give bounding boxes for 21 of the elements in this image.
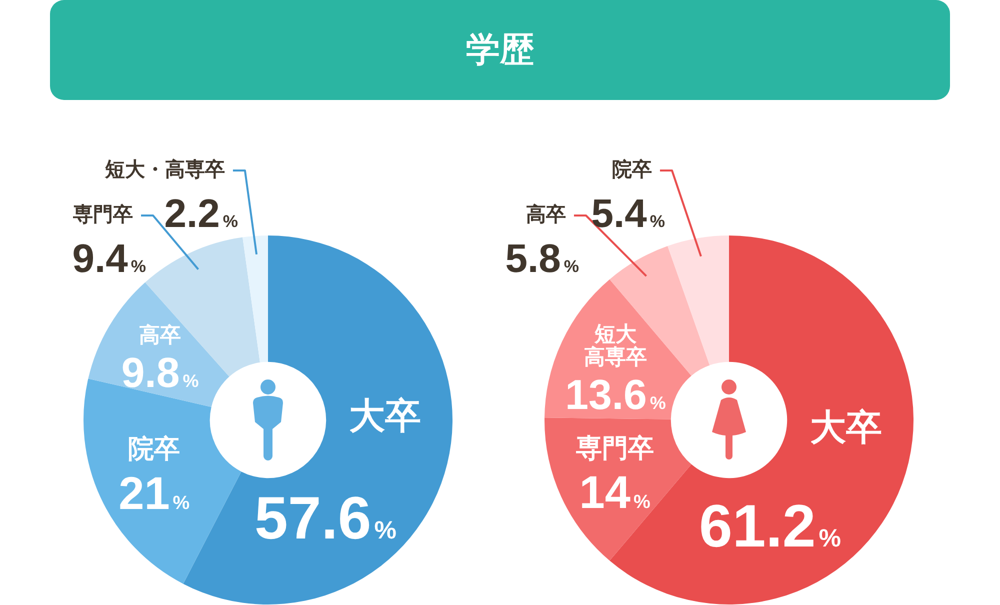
data-label: 5.8% <box>505 236 579 281</box>
data-label: 61.2% <box>699 492 842 560</box>
data-label: 57.6% <box>254 484 396 552</box>
slice-label: 短大高専卒 <box>584 323 647 370</box>
slice-label: 院卒 <box>128 434 180 464</box>
slice-label: 院卒 <box>612 158 652 182</box>
data-label: 5.4% <box>591 192 665 236</box>
data-label: 2.2% <box>164 192 238 236</box>
slice-label: 短大・高専卒 <box>103 158 224 182</box>
data-label: 9.4% <box>72 236 146 281</box>
slice-label: 大卒 <box>810 406 882 448</box>
slice-label: 大卒 <box>348 395 421 436</box>
data-label: 13.6% <box>565 371 666 418</box>
data-label: 9.8% <box>120 349 198 396</box>
data-label: 14% <box>579 466 650 518</box>
slice-label: 高卒 <box>138 323 181 348</box>
slice-label: 専門卒 <box>72 203 133 226</box>
data-label: 21% <box>118 466 190 519</box>
slice-label: 高卒 <box>526 203 566 226</box>
chart-title: 学歴 <box>466 30 534 70</box>
slice-label: 専門卒 <box>574 432 654 463</box>
